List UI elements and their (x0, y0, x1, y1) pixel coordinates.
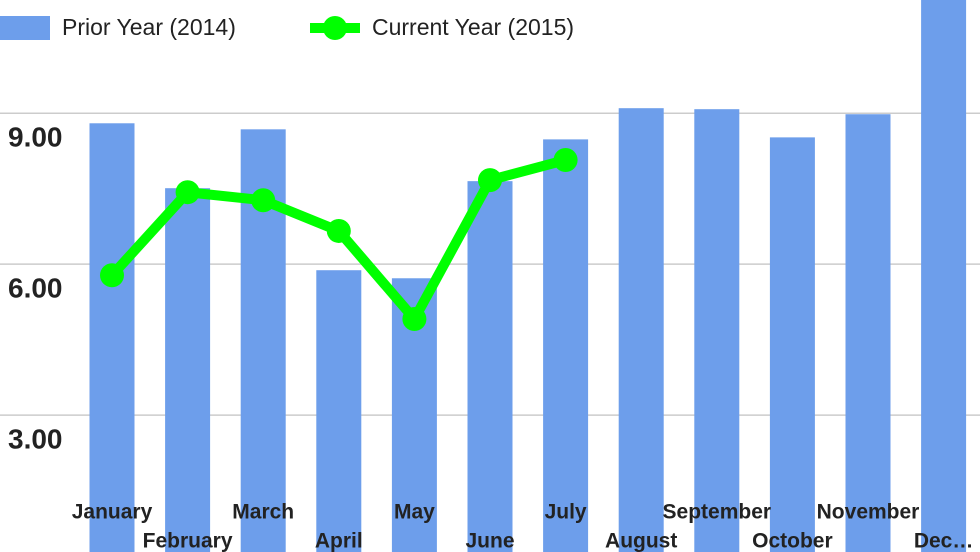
x-tick-label: September (663, 501, 772, 524)
point (326, 218, 351, 243)
legend-swatch (0, 16, 50, 40)
bar (921, 0, 967, 552)
point (175, 180, 200, 205)
y-tick-label: 9.00 (8, 122, 63, 153)
bar (467, 181, 513, 552)
point (553, 148, 578, 173)
legend-marker (323, 16, 347, 40)
x-tick-label: Dec… (914, 530, 974, 552)
x-tick-label: February (143, 530, 233, 552)
bar (618, 108, 664, 552)
x-tick-label: March (232, 501, 294, 524)
x-tick-label: June (465, 530, 514, 552)
x-tick-label: April (315, 530, 363, 552)
bar (694, 109, 740, 552)
y-tick-label: 3.00 (8, 424, 63, 455)
point (251, 188, 276, 213)
point (100, 263, 124, 288)
point (478, 168, 502, 193)
y-tick-label: 6.00 (8, 273, 63, 304)
bar (845, 114, 891, 552)
bar (316, 270, 362, 552)
x-tick-label: January (72, 501, 153, 524)
legend-label: Current Year (2015) (372, 14, 574, 40)
x-tick-label: October (752, 530, 833, 552)
bar (543, 139, 589, 552)
x-tick-label: July (545, 501, 587, 524)
point (402, 307, 427, 332)
bar (769, 137, 815, 552)
bar (89, 123, 135, 552)
legend-label: Prior Year (2014) (62, 14, 236, 40)
x-tick-label: May (394, 501, 435, 524)
x-tick-label: November (817, 501, 920, 524)
x-tick-label: August (605, 530, 677, 552)
bar (165, 188, 211, 552)
